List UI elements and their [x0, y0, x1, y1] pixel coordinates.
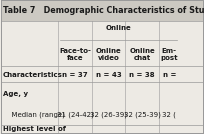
- Text: Highest level of: Highest level of: [3, 126, 66, 132]
- Text: Online: Online: [106, 25, 132, 31]
- Text: Age, y: Age, y: [3, 91, 28, 97]
- Text: Em-: Em-: [162, 48, 177, 54]
- Text: 32 (26-39): 32 (26-39): [90, 112, 127, 118]
- Text: Table 7   Demographic Characteristics of Study Participants: Table 7 Demographic Characteristics of S…: [3, 6, 204, 15]
- Text: Online: Online: [129, 48, 155, 54]
- Text: 31 (24-42): 31 (24-42): [57, 112, 93, 118]
- Text: n = 38: n = 38: [130, 72, 155, 78]
- Text: n =: n =: [163, 72, 176, 78]
- Text: Median (range): Median (range): [7, 112, 65, 118]
- Text: Characteristics: Characteristics: [3, 72, 63, 78]
- Text: 32 (25-39): 32 (25-39): [124, 112, 161, 118]
- Text: chat: chat: [134, 55, 151, 61]
- Text: Face-to-: Face-to-: [59, 48, 91, 54]
- Text: face: face: [67, 55, 83, 61]
- Text: n = 37: n = 37: [62, 72, 88, 78]
- Text: video: video: [98, 55, 120, 61]
- Text: post: post: [161, 55, 178, 61]
- Text: n = 43: n = 43: [96, 72, 122, 78]
- Text: Online: Online: [96, 48, 122, 54]
- Bar: [1, 0, 203, 21]
- Text: 32 (: 32 (: [162, 112, 176, 118]
